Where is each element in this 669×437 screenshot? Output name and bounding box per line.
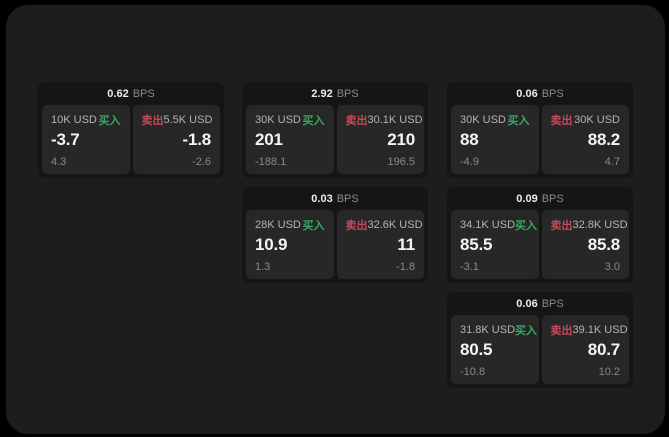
bps-value: 0.62 [107,87,129,100]
buy-price: -3.7 [51,130,80,149]
buy-delta: 4.3 [51,156,67,168]
buy-side-label: 买入 [515,220,538,232]
buy-price: 88 [460,130,479,149]
sell-side-label: 卖出 [345,220,368,232]
bps-unit-label: BPS [541,297,564,310]
buy-side-label: 买入 [507,115,530,127]
sell-delta: 4.7 [604,156,620,168]
sell-side-label: 卖出 [141,115,164,127]
sell-price: 85.8 [587,235,620,254]
quote-card: 0.06 BPS 30K USD 买入 88 -4.9 卖出 30K USD 8… [447,82,633,178]
bps-unit-label: BPS [541,192,564,205]
sell-delta: -1.8 [396,261,415,273]
sell-price: 80.7 [587,340,620,359]
buy-side-label: 买入 [515,325,538,337]
sell-side-label: 卖出 [550,115,573,127]
buy-price: 80.5 [460,340,493,359]
buy-delta: -10.8 [460,366,486,378]
sell-notional: 39.1K USD [572,324,628,336]
bps-header: 0.06 BPS [447,292,633,315]
sell-panel[interactable]: 卖出 30K USD 88.2 4.7 [541,105,629,174]
buy-panel[interactable]: 30K USD 买入 201 -188.1 [246,105,334,174]
sell-side-label: 卖出 [550,325,573,337]
sell-delta: 10.2 [598,366,620,378]
buy-delta: 1.3 [255,261,271,273]
sell-notional: 30.1K USD [367,114,423,126]
bps-unit-label: BPS [336,192,359,205]
quote-card: 0.06 BPS 31.8K USD 买入 80.5 -10.8 卖出 39.1… [447,292,633,388]
sell-panel[interactable]: 卖出 32.8K USD 85.8 3.0 [541,210,629,279]
sell-notional: 32.6K USD [367,219,423,231]
sell-delta: 3.0 [604,261,620,273]
buy-delta: -3.1 [460,261,479,273]
buy-price: 201 [255,130,283,149]
sell-panel[interactable]: 卖出 30.1K USD 210 196.5 [336,105,424,174]
bps-unit-label: BPS [336,87,359,100]
bps-header: 0.62 BPS [38,82,224,105]
buy-side-label: 买入 [98,115,121,127]
sell-panel[interactable]: 卖出 5.5K USD -1.8 -2.6 [132,105,220,174]
quote-card: 0.09 BPS 34.1K USD 买入 85.5 -3.1 卖出 32.8K… [447,187,633,283]
buy-notional: 31.8K USD [460,324,516,336]
buy-panel[interactable]: 34.1K USD 买入 85.5 -3.1 [451,210,539,279]
buy-notional: 34.1K USD [460,219,516,231]
sell-notional: 32.8K USD [572,219,628,231]
bps-value: 0.03 [311,192,333,205]
buy-side-label: 买入 [302,115,325,127]
sell-price: -1.8 [182,130,212,149]
sell-price: 210 [387,130,415,149]
sell-side-label: 卖出 [550,220,573,232]
bps-value: 0.09 [516,192,538,205]
buy-price: 10.9 [255,235,288,254]
quote-card: 0.03 BPS 28K USD 买入 10.9 1.3 卖出 32.6K US… [242,187,428,283]
sell-panel[interactable]: 卖出 32.6K USD 11 -1.8 [336,210,424,279]
buy-delta: -188.1 [255,156,287,168]
buy-panel[interactable]: 10K USD 买入 -3.7 4.3 [42,105,130,174]
quote-card: 2.92 BPS 30K USD 买入 201 -188.1 卖出 30.1K … [242,82,428,178]
bps-header: 0.03 BPS [242,187,428,210]
buy-notional: 10K USD [51,114,97,126]
bps-value: 0.06 [516,297,538,310]
buy-notional: 30K USD [460,114,506,126]
bps-unit-label: BPS [541,87,564,100]
buy-delta: -4.9 [460,156,479,168]
bps-header: 2.92 BPS [242,82,428,105]
sell-side-label: 卖出 [345,115,368,127]
buy-panel[interactable]: 28K USD 买入 10.9 1.3 [246,210,334,279]
quote-card: 0.62 BPS 10K USD 买入 -3.7 4.3 卖出 5.5K USD… [38,82,224,178]
sell-delta: -2.6 [192,156,211,168]
sell-price: 88.2 [587,130,620,149]
sell-price: 11 [397,235,415,254]
buy-price: 85.5 [460,235,493,254]
sell-panel[interactable]: 卖出 39.1K USD 80.7 10.2 [541,315,629,384]
buy-notional: 30K USD [255,114,301,126]
bps-value: 2.92 [311,87,333,100]
bps-value: 0.06 [516,87,538,100]
buy-panel[interactable]: 31.8K USD 买入 80.5 -10.8 [451,315,539,384]
buy-panel[interactable]: 30K USD 买入 88 -4.9 [451,105,539,174]
sell-delta: 196.5 [387,156,415,168]
bps-header: 0.09 BPS [447,187,633,210]
buy-notional: 28K USD [255,219,301,231]
buy-side-label: 买入 [302,220,325,232]
sell-notional: 30K USD [574,114,620,126]
sell-notional: 5.5K USD [163,114,213,126]
bps-unit-label: BPS [132,87,155,100]
bps-header: 0.06 BPS [447,82,633,105]
